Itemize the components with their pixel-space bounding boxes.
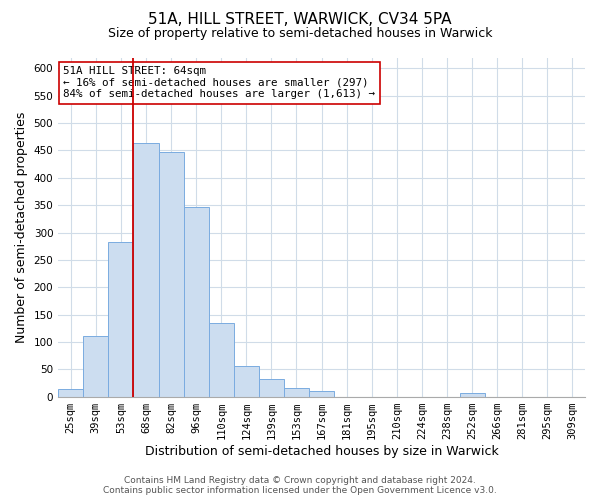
Text: 51A, HILL STREET, WARWICK, CV34 5PA: 51A, HILL STREET, WARWICK, CV34 5PA — [148, 12, 452, 28]
Bar — [309, 391, 334, 396]
Bar — [184, 208, 209, 396]
Bar — [83, 336, 109, 396]
Bar — [133, 144, 158, 396]
Y-axis label: Number of semi-detached properties: Number of semi-detached properties — [15, 112, 28, 342]
Bar — [109, 242, 133, 396]
Bar — [234, 366, 259, 396]
Bar — [58, 390, 83, 396]
X-axis label: Distribution of semi-detached houses by size in Warwick: Distribution of semi-detached houses by … — [145, 444, 499, 458]
Bar — [209, 324, 234, 396]
Bar — [259, 378, 284, 396]
Text: Contains HM Land Registry data © Crown copyright and database right 2024.
Contai: Contains HM Land Registry data © Crown c… — [103, 476, 497, 495]
Text: 51A HILL STREET: 64sqm
← 16% of semi-detached houses are smaller (297)
84% of se: 51A HILL STREET: 64sqm ← 16% of semi-det… — [64, 66, 376, 99]
Bar — [460, 393, 485, 396]
Bar — [284, 388, 309, 396]
Text: Size of property relative to semi-detached houses in Warwick: Size of property relative to semi-detach… — [108, 28, 492, 40]
Bar — [158, 152, 184, 396]
